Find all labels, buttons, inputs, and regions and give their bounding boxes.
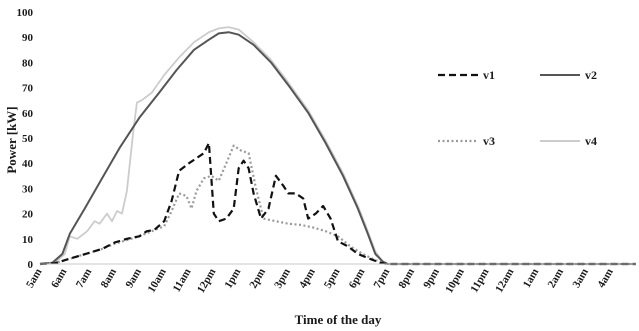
x-tick-label: 11pm bbox=[468, 267, 491, 295]
x-tick-labels: 5am 6am 7am 8am 9am 10am 11am 12pm 1pm 2pm 3pm 4pm 5… bbox=[24, 267, 616, 296]
y-tick-label: 100 bbox=[17, 7, 34, 19]
y-tick-label: 10 bbox=[22, 234, 34, 246]
x-tick-label: 4am bbox=[595, 267, 615, 290]
x-tick-label: 6pm bbox=[347, 267, 368, 291]
series-lines bbox=[39, 26, 636, 266]
x-tick-label: 7pm bbox=[371, 267, 392, 291]
legend-label-v4: v4 bbox=[585, 134, 597, 148]
x-tick-label: 3pm bbox=[272, 267, 293, 291]
x-tick-label: 9am bbox=[123, 267, 143, 290]
series-line-v1 bbox=[39, 141, 636, 266]
x-tick-label: 10pm bbox=[443, 267, 467, 296]
series-line-v2 bbox=[39, 31, 636, 265]
y-tick-label: 30 bbox=[22, 183, 34, 195]
legend-label-v3: v3 bbox=[483, 134, 495, 148]
series-line-v4 bbox=[39, 26, 636, 265]
y-tick-label: 40 bbox=[22, 158, 34, 170]
x-tick-label: 2am bbox=[546, 267, 566, 290]
x-tick-label: 7am bbox=[74, 267, 94, 290]
y-tick-label: 20 bbox=[22, 209, 34, 221]
x-tick-label: 11am bbox=[171, 267, 194, 295]
x-axis-title: Time of the day bbox=[295, 312, 382, 327]
x-tick-label: 3am bbox=[570, 267, 590, 290]
x-tick-label: 12pm bbox=[195, 267, 219, 296]
x-tick-label: 1am bbox=[521, 267, 541, 290]
y-tick-label: 80 bbox=[22, 57, 34, 69]
x-tick-label: 2pm bbox=[247, 267, 268, 291]
x-tick-label: 8am bbox=[99, 267, 119, 290]
x-tick-label: 9pm bbox=[421, 267, 442, 291]
legend-label-v2: v2 bbox=[585, 68, 597, 82]
y-axis-title: Power [kW] bbox=[4, 106, 19, 173]
x-tick-label: 1pm bbox=[222, 267, 243, 291]
x-tick-label: 5pm bbox=[322, 267, 343, 291]
y-tick-label: 90 bbox=[22, 32, 34, 44]
legend: v1 v2 v3 v4 bbox=[438, 68, 597, 148]
y-tick-label: 60 bbox=[22, 108, 34, 120]
x-tick-label: 12am bbox=[493, 267, 516, 295]
x-tick-label: 4pm bbox=[297, 267, 318, 291]
x-tick-label: 8pm bbox=[396, 267, 417, 291]
y-tick-label: 70 bbox=[22, 83, 34, 95]
y-tick-label: 0 bbox=[28, 259, 34, 271]
x-tick-label: 6am bbox=[49, 267, 69, 290]
y-tick-label: 50 bbox=[22, 133, 34, 145]
y-tick-labels: 0 10 20 30 40 50 60 70 80 90 100 bbox=[17, 7, 34, 271]
legend-label-v1: v1 bbox=[483, 68, 495, 82]
x-tick-label: 10am bbox=[146, 267, 169, 295]
series-line-v3 bbox=[39, 144, 636, 266]
